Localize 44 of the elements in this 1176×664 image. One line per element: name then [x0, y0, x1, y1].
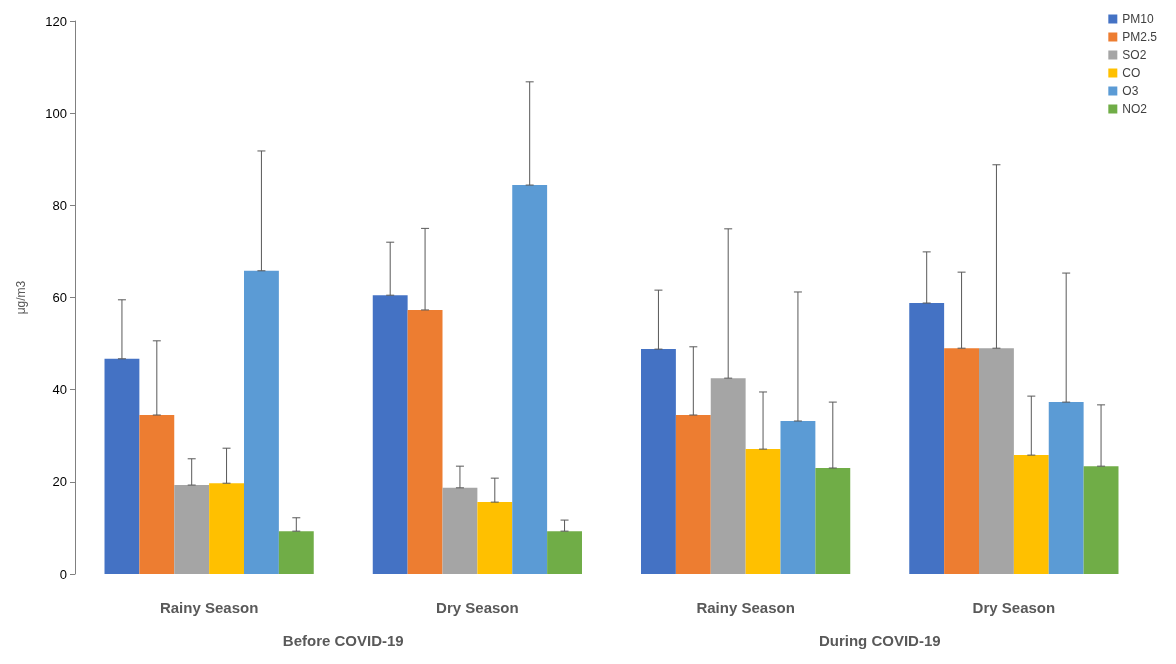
legend-label: NO2 [1122, 102, 1148, 116]
legend-label: PM2.5 [1122, 30, 1158, 44]
bar [1013, 455, 1049, 574]
y-tick-label: 60 [52, 290, 67, 305]
y-tick-label: 80 [52, 197, 67, 213]
text: During COVID-19 [818, 631, 941, 649]
x-tick-label: Dry Season [972, 599, 1056, 616]
bar [278, 531, 314, 574]
bar [675, 415, 711, 574]
y-tick-label: 0 [59, 566, 67, 582]
bar [815, 468, 851, 574]
bar [512, 185, 548, 574]
bar [442, 487, 478, 574]
bar [745, 449, 781, 574]
legend-label: CO [1122, 66, 1141, 80]
bar [1083, 466, 1119, 574]
bar [641, 349, 676, 574]
y-tick-label: 120 [45, 13, 67, 29]
y-tick-label: 100 [45, 105, 67, 121]
bar [944, 348, 979, 574]
x-tick-label: Rainy Season [159, 599, 259, 616]
bar [477, 502, 513, 574]
x-tick-label: Rainy Season [696, 599, 795, 616]
bar [139, 415, 175, 574]
y-axis-title: μg/m3 [14, 280, 28, 315]
bar [372, 295, 408, 574]
y-tick-label: 20 [52, 474, 67, 490]
bar [710, 378, 746, 574]
bar [909, 303, 945, 574]
bar [407, 309, 443, 574]
bar [104, 358, 140, 574]
bar [979, 348, 1014, 574]
bar [174, 485, 210, 574]
bar [780, 421, 816, 574]
text: Before COVID-19 [282, 631, 404, 649]
x-tick-label: Dry Season [436, 599, 519, 616]
y-tick-label: 40 [52, 382, 67, 398]
bar [1048, 402, 1084, 574]
legend-label: PM10 [1122, 12, 1154, 26]
legend-label: SO2 [1122, 48, 1147, 62]
bar [547, 531, 582, 574]
bar [244, 270, 279, 574]
legend-label: O3 [1122, 84, 1139, 98]
bar [209, 483, 244, 574]
